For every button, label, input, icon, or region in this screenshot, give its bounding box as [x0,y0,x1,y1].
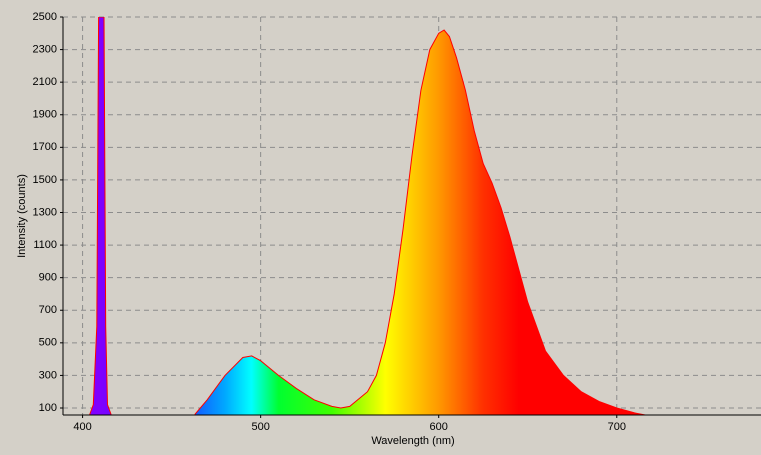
y-tick-label: 900 [39,272,57,284]
spectrum-line [194,29,646,415]
y-tick-label: 1900 [33,109,57,121]
x-tick-label: 700 [608,421,626,433]
y-tick-label: 1700 [33,141,57,153]
y-axis-label: Intensity (counts) [16,174,28,258]
spectrum-area [194,30,646,415]
y-tick-label: 500 [39,337,57,349]
y-tick-label: 700 [39,304,57,316]
y-tick-label: 2500 [33,11,57,23]
y-tick-label: 1300 [33,206,57,218]
y-tick-label: 2100 [33,76,57,88]
x-tick-label: 400 [73,421,91,433]
y-tick-label: 100 [39,402,57,414]
y-tick-label: 300 [39,369,57,381]
y-tick-label: 1100 [33,239,57,251]
spectrum-area [89,17,112,415]
x-tick-label: 600 [430,421,448,433]
y-tick-label: 1500 [33,174,57,186]
x-axis-label: Wavelength (nm) [371,435,454,447]
spectrum-line [89,17,112,415]
y-tick-label: 2300 [33,43,57,55]
x-tick-label: 500 [251,421,269,433]
